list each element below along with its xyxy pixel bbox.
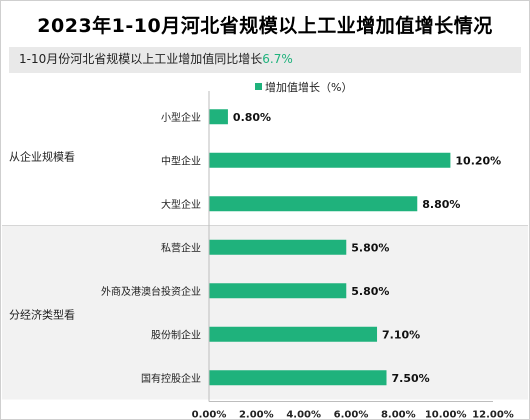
category-label: 外商及港澳台投资企业 xyxy=(101,285,201,298)
value-label: 5.80% xyxy=(351,285,389,298)
value-label: 7.50% xyxy=(392,372,430,385)
category-label: 股份制企业 xyxy=(151,328,201,341)
x-tick-label: 12.00% xyxy=(472,410,514,420)
group-label: 从企业规模看 xyxy=(9,149,75,163)
bar xyxy=(209,283,347,299)
bar xyxy=(209,370,387,386)
x-tick-label: 8.00% xyxy=(381,410,416,420)
x-tick-label: 10.00% xyxy=(425,410,467,420)
bar xyxy=(209,326,378,342)
category-label: 大型企业 xyxy=(161,198,201,211)
value-label: 7.10% xyxy=(382,328,420,341)
x-tick-label: 2.00% xyxy=(239,410,274,420)
subtitle-text: 1-10月份河北省规模以上工业增加值同比增长 xyxy=(19,52,263,66)
category-label: 私营企业 xyxy=(161,241,201,254)
bar xyxy=(209,109,228,125)
bar xyxy=(209,239,347,255)
group-label: 分经济类型看 xyxy=(9,308,75,322)
value-label: 8.80% xyxy=(422,198,460,211)
chart-subtitle: 1-10月份河北省规模以上工业增加值同比增长6.7% xyxy=(19,50,293,67)
category-label: 国有控股企业 xyxy=(141,372,201,385)
x-tick-label: 0.00% xyxy=(192,410,227,420)
category-label: 中型企业 xyxy=(161,154,201,167)
value-label: 10.20% xyxy=(455,154,501,167)
chart-legend: 增加值增长（%） xyxy=(255,79,352,95)
subtitle-value: 6.7% xyxy=(262,52,293,66)
legend-label: 增加值增长（%） xyxy=(265,81,353,94)
chart-title: 2023年1-10月河北省规模以上工业增加值增长情况 xyxy=(37,15,493,37)
bar xyxy=(209,152,451,168)
category-label: 小型企业 xyxy=(161,111,201,124)
subtitle-band xyxy=(9,47,521,73)
legend-swatch xyxy=(255,83,262,90)
value-label: 0.80% xyxy=(233,111,271,124)
x-tick-label: 6.00% xyxy=(334,410,369,420)
bar xyxy=(209,196,418,212)
x-tick-label: 4.00% xyxy=(286,410,321,420)
value-label: 5.80% xyxy=(351,241,389,254)
